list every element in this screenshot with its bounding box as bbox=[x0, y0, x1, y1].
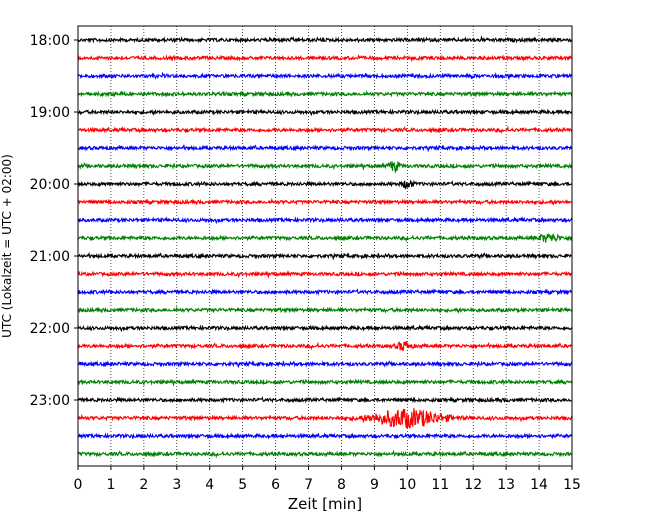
trace-2115 bbox=[77, 270, 573, 279]
trace-1900 bbox=[77, 108, 573, 117]
x-tick-label: 7 bbox=[304, 477, 313, 493]
x-tick-label: 8 bbox=[337, 477, 346, 493]
trace-2200 bbox=[77, 324, 573, 333]
y-tick-label: 23:00 bbox=[30, 393, 70, 409]
x-tick-label: 11 bbox=[431, 477, 449, 493]
x-tick-label: 5 bbox=[238, 477, 247, 493]
trace-2330 bbox=[77, 432, 573, 440]
y-axis: 18:00 19:00 20:00 21:00 22:00 23:00 bbox=[30, 33, 78, 409]
trace-2245 bbox=[77, 378, 573, 387]
trace-1930 bbox=[77, 143, 573, 153]
trace-1800 bbox=[77, 35, 573, 44]
x-tick-label: 1 bbox=[106, 477, 115, 493]
trace-1815 bbox=[77, 54, 573, 63]
x-tick-label: 10 bbox=[398, 477, 416, 493]
y-tick-label: 18:00 bbox=[30, 33, 70, 49]
y-tick-label: 22:00 bbox=[30, 321, 70, 337]
y-tick-label: 21:00 bbox=[30, 249, 70, 265]
trace-2145 bbox=[77, 305, 573, 314]
trace-2015 bbox=[77, 197, 573, 206]
x-tick-label: 2 bbox=[139, 477, 148, 493]
trace-layer bbox=[77, 35, 573, 459]
x-tick-label: 12 bbox=[464, 477, 482, 493]
plot-frame bbox=[77, 25, 573, 467]
trace-2000 bbox=[77, 179, 573, 190]
x-tick-label: 6 bbox=[271, 477, 280, 493]
x-tick-label: 0 bbox=[74, 477, 83, 493]
x-tick-label: 3 bbox=[172, 477, 181, 493]
trace-2045 bbox=[77, 232, 573, 243]
x-tick-label: 4 bbox=[205, 477, 214, 493]
y-axis-label: UTC (Lokalzeit = UTC + 02:00) bbox=[0, 154, 14, 338]
trace-1830 bbox=[77, 71, 573, 81]
y-tick-label: 19:00 bbox=[30, 105, 70, 121]
trace-2215 bbox=[77, 340, 573, 352]
grid-layer bbox=[110, 26, 540, 466]
trace-2100 bbox=[77, 251, 573, 261]
trace-2130 bbox=[77, 288, 573, 296]
trace-1845 bbox=[77, 89, 573, 98]
x-axis-label: Zeit [min] bbox=[288, 495, 362, 513]
trace-2230 bbox=[77, 360, 573, 369]
trace-2030 bbox=[77, 216, 573, 225]
x-tick-label: 14 bbox=[530, 477, 548, 493]
trace-1945 bbox=[77, 160, 573, 174]
y-tick-label: 20:00 bbox=[30, 177, 70, 193]
x-tick-label: 13 bbox=[497, 477, 515, 493]
trace-2345 bbox=[77, 449, 573, 459]
x-tick-label: 15 bbox=[563, 477, 581, 493]
trace-2300 bbox=[77, 396, 573, 404]
trace-2315 bbox=[77, 408, 573, 429]
x-tick-label: 9 bbox=[370, 477, 379, 493]
x-axis: 0 1 2 3 4 5 6 7 8 9 10 11 12 13 14 15 bbox=[74, 466, 581, 493]
trace-1915 bbox=[77, 125, 573, 135]
